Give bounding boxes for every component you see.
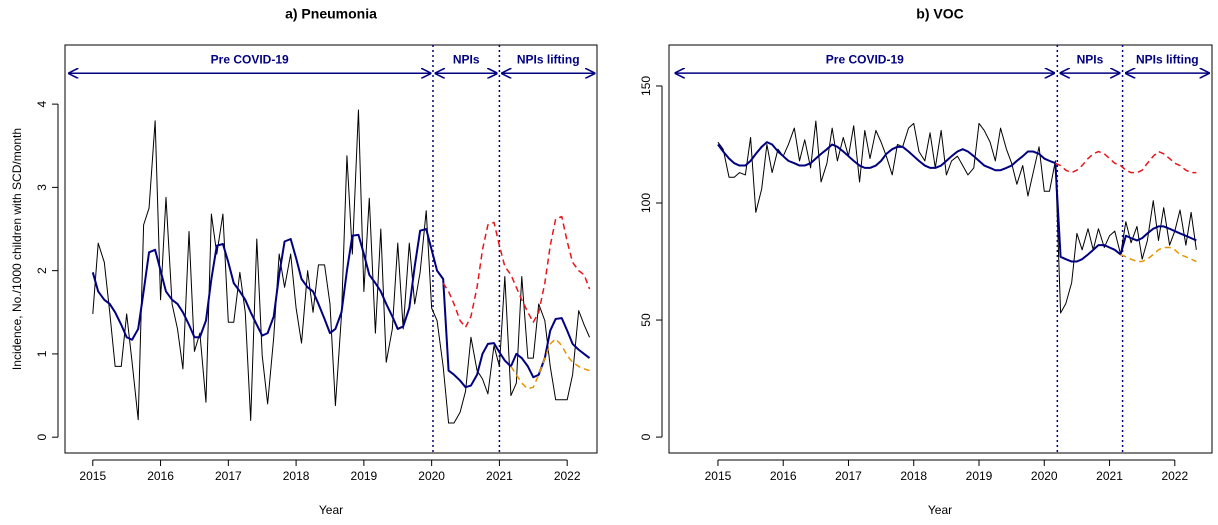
series-line <box>510 338 590 390</box>
period-label: NPIs <box>453 52 480 66</box>
x-tick-label: 2015 <box>79 469 106 483</box>
x-tick-label: 2019 <box>351 469 378 483</box>
x-tick-label: 2022 <box>554 469 581 483</box>
y-tick-label: 0 <box>35 434 49 441</box>
period-label: NPIs lifting <box>517 52 580 66</box>
series-line <box>91 228 591 389</box>
plot-frame <box>64 44 598 454</box>
chart-title: b) VOC <box>916 6 963 22</box>
series-line <box>1120 246 1197 263</box>
plot-frame <box>668 44 1213 454</box>
x-axis-label: Year <box>319 503 343 517</box>
x-axis-label: Year <box>928 503 952 517</box>
series-line <box>442 215 591 329</box>
x-tick-label: 2021 <box>486 469 513 483</box>
y-tick-label: 150 <box>639 76 653 96</box>
period-label: Pre COVID-19 <box>211 52 289 66</box>
series-line <box>1055 150 1197 174</box>
y-tick-label: 50 <box>639 313 653 327</box>
y-axis-label: Incidence, No./1000 children with SCD/mo… <box>10 128 24 370</box>
x-tick-label: 2022 <box>1161 469 1188 483</box>
y-tick-label: 100 <box>639 193 653 213</box>
y-tick-label: 0 <box>639 433 653 440</box>
series-line <box>92 109 591 424</box>
period-label: NPIs lifting <box>1136 52 1199 66</box>
period-label: NPIs <box>1077 52 1104 66</box>
series-line <box>717 141 1197 263</box>
x-tick-label: 2018 <box>283 469 310 483</box>
x-tick-label: 2019 <box>966 469 993 483</box>
series-line <box>717 120 1197 314</box>
x-tick-label: 2018 <box>900 469 927 483</box>
x-tick-label: 2016 <box>770 469 797 483</box>
chart-title: a) Pneumonia <box>285 6 377 22</box>
y-tick-label: 4 <box>35 100 49 107</box>
x-tick-label: 2016 <box>147 469 174 483</box>
x-tick-label: 2015 <box>705 469 732 483</box>
y-tick-label: 2 <box>35 267 49 274</box>
period-label: Pre COVID-19 <box>826 52 904 66</box>
x-tick-label: 2017 <box>835 469 862 483</box>
x-tick-label: 2017 <box>215 469 242 483</box>
x-tick-label: 2021 <box>1096 469 1123 483</box>
y-tick-label: 3 <box>35 184 49 191</box>
x-tick-label: 2020 <box>1031 469 1058 483</box>
x-tick-label: 2020 <box>418 469 445 483</box>
y-tick-label: 1 <box>35 350 49 357</box>
